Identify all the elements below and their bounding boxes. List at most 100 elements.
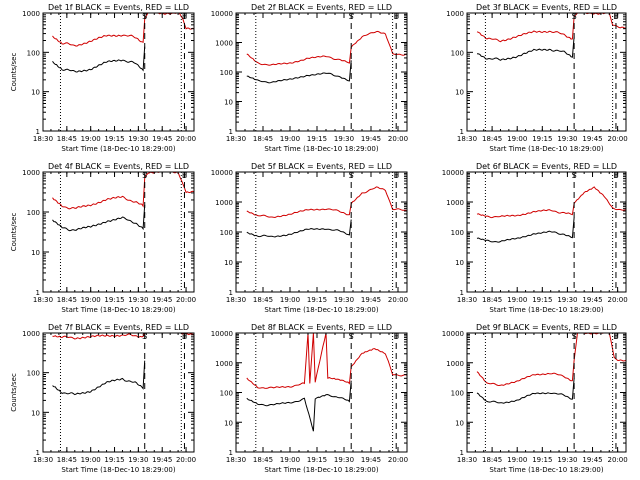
series-events-line	[476, 217, 575, 243]
series-lld-line	[181, 333, 194, 336]
x-tick-label: 18:30	[457, 456, 477, 464]
x-tick-label: 19:15	[532, 135, 552, 143]
x-axis-label: Start Time (18-Dec-10 18:29:00)	[264, 466, 378, 474]
series-lld-line	[476, 13, 626, 43]
series-events-line	[476, 36, 575, 61]
y-tick-label: 1	[229, 289, 233, 297]
x-tick-label: 18:45	[57, 135, 77, 143]
x-tick-label: 19:30	[128, 135, 148, 143]
x-tick-label: 19:30	[334, 296, 354, 304]
y-tick-label: 100	[220, 390, 233, 398]
x-tick-label: 19:00	[280, 456, 300, 464]
x-tick-label: 19:45	[582, 135, 602, 143]
x-tick-label: 19:30	[557, 296, 577, 304]
marker-label: S	[142, 12, 147, 21]
x-tick-label: 18:30	[226, 296, 246, 304]
marker-label: E	[394, 332, 399, 341]
chart-title: Det 2f BLACK = Events, RED = LLD	[251, 3, 392, 12]
x-tick-label: 19:00	[81, 296, 101, 304]
y-tick-label: 1000	[22, 169, 40, 177]
x-tick-label: 19:30	[557, 456, 577, 464]
y-tick-label: 10000	[211, 169, 233, 177]
x-tick-label: 18:45	[253, 135, 273, 143]
plot-frame	[466, 332, 627, 453]
y-tick-label: 10	[31, 249, 40, 257]
marker-label: E	[394, 12, 399, 21]
x-axis-label: Start Time (18-Dec-10 18:29:00)	[489, 466, 603, 474]
marker-label: S	[572, 171, 577, 180]
marker-label: E	[182, 332, 187, 341]
x-tick-label: 20:00	[176, 135, 196, 143]
x-tick-label: 19:45	[361, 456, 381, 464]
y-tick-label: 1000	[215, 360, 233, 368]
plot-frame	[235, 171, 408, 293]
x-tick-label: 19:45	[361, 135, 381, 143]
x-tick-label: 19:30	[334, 135, 354, 143]
y-tick-label: 1000	[22, 10, 40, 18]
y-tick-label: 10	[31, 89, 40, 97]
y-tick-label: 100	[451, 390, 464, 398]
x-tick-label: 18:30	[226, 135, 246, 143]
x-axis-label: Start Time (18-Dec-10 18:29:00)	[489, 306, 603, 314]
series-events-line	[52, 360, 146, 396]
x-axis-label: Start Time (18-Dec-10 18:29:00)	[489, 145, 603, 153]
series-events-line	[246, 380, 352, 432]
y-axis-label: Counts/sec	[10, 373, 18, 412]
y-tick-label: 100	[451, 49, 464, 57]
marker-label: E	[613, 171, 618, 180]
y-tick-label: 1000	[446, 199, 464, 207]
marker-label: E	[182, 12, 187, 21]
x-axis-label: Start Time (18-Dec-10 18:29:00)	[264, 145, 378, 153]
y-tick-label: 1	[36, 128, 40, 136]
y-axis-label: Counts/sec	[10, 213, 18, 252]
x-axis-label: Start Time (18-Dec-10 18:29:00)	[61, 306, 175, 314]
x-tick-label: 18:30	[33, 135, 53, 143]
x-tick-label: 19:15	[532, 296, 552, 304]
x-axis-label: Start Time (18-Dec-10 18:29:00)	[61, 466, 175, 474]
x-tick-label: 19:30	[128, 296, 148, 304]
y-tick-label: 10	[224, 419, 233, 427]
series-lld-line	[246, 333, 407, 389]
series-events-line	[246, 219, 352, 238]
x-tick-label: 20:00	[388, 135, 408, 143]
y-tick-label: 100	[27, 370, 40, 378]
y-tick-label: 1000	[215, 199, 233, 207]
y-tick-label: 10	[224, 99, 233, 107]
x-tick-label: 19:15	[307, 135, 327, 143]
x-tick-label: 19:30	[334, 456, 354, 464]
chart-title: Det 6f BLACK = Events, RED = LLD	[476, 162, 617, 171]
y-tick-label: 100	[220, 69, 233, 77]
y-tick-label: 1000	[446, 360, 464, 368]
y-tick-label: 100	[27, 49, 40, 57]
plot-frame	[235, 12, 408, 132]
x-tick-label: 20:00	[176, 296, 196, 304]
marker-label: E	[613, 12, 618, 21]
series-lld-line	[52, 172, 194, 210]
chart-title: Det 3f BLACK = Events, RED = LLD	[476, 3, 617, 12]
series-lld-line	[476, 333, 626, 387]
y-tick-label: 1	[460, 449, 464, 457]
plot-frame	[466, 12, 627, 132]
series-events-line	[52, 204, 146, 232]
series-events-line	[52, 46, 146, 73]
marker-label: E	[613, 332, 618, 341]
x-axis-label: Start Time (18-Dec-10 18:29:00)	[61, 145, 175, 153]
marker-label: E	[394, 171, 399, 180]
x-tick-label: 18:45	[57, 456, 77, 464]
x-tick-label: 19:15	[104, 135, 124, 143]
x-tick-label: 19:00	[507, 456, 527, 464]
y-tick-label: 1	[229, 449, 233, 457]
x-tick-label: 19:45	[361, 296, 381, 304]
y-tick-label: 1000	[215, 40, 233, 48]
chart-title: Det 7f BLACK = Events, RED = LLD	[48, 323, 189, 332]
series-lld-line	[246, 30, 407, 66]
y-tick-label: 1	[460, 289, 464, 297]
x-tick-label: 20:00	[388, 296, 408, 304]
x-tick-label: 19:45	[582, 296, 602, 304]
